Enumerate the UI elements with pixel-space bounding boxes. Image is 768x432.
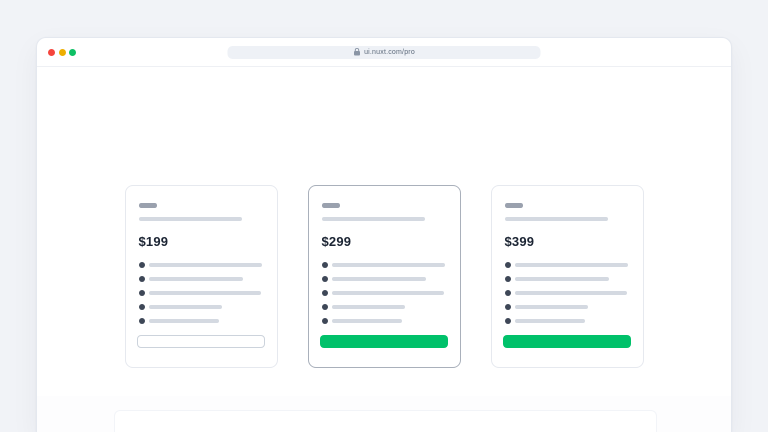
plan-description-placeholder [138, 216, 242, 221]
feature-item [138, 300, 264, 314]
feature-bullet-icon [138, 275, 145, 283]
plan-description-placeholder [321, 216, 425, 221]
price-label: $199 [138, 234, 169, 249]
pricing-card-tier-1: $199 [124, 185, 278, 368]
feature-bullet-icon [504, 303, 511, 311]
feature-bullet-icon [138, 261, 145, 269]
close-window-icon[interactable] [48, 48, 55, 56]
feature-text-placeholder [514, 262, 628, 268]
feature-bullet-icon [138, 317, 145, 325]
plan-name-placeholder [321, 203, 340, 208]
page-content: $199 $299 $399 [37, 66, 731, 432]
feature-text-placeholder [514, 304, 588, 310]
feature-text-placeholder [148, 290, 261, 296]
feature-item [321, 286, 447, 300]
feature-text-placeholder [148, 304, 222, 310]
cta-button[interactable] [320, 335, 448, 348]
feature-text-placeholder [514, 276, 609, 282]
cta-button[interactable] [137, 335, 265, 348]
feature-bullet-icon [138, 303, 145, 311]
feature-text-placeholder [148, 262, 262, 268]
url-text: ui.nuxt.com/pro [364, 48, 415, 56]
plan-name-placeholder [138, 203, 157, 208]
feature-text-placeholder [514, 290, 627, 296]
lock-icon [353, 48, 360, 56]
feature-bullet-icon [138, 289, 145, 297]
feature-bullet-icon [504, 289, 511, 297]
price-label: $399 [504, 234, 535, 249]
browser-window: ui.nuxt.com/pro $199 $299 [36, 37, 732, 432]
feature-bullet-icon [321, 289, 328, 297]
feature-item [138, 314, 264, 328]
pricing-cards-row: $199 $299 $399 [37, 185, 731, 368]
feature-item [321, 272, 447, 286]
feature-item [504, 300, 630, 314]
maximize-window-icon[interactable] [69, 48, 76, 56]
feature-text-placeholder [331, 318, 402, 324]
feature-text-placeholder [331, 290, 444, 296]
plan-description-placeholder [504, 216, 608, 221]
feature-bullet-icon [321, 261, 328, 269]
price-label: $299 [321, 234, 352, 249]
feature-item [321, 300, 447, 314]
feature-bullet-icon [321, 275, 328, 283]
address-bar[interactable]: ui.nuxt.com/pro [227, 45, 541, 59]
feature-list [504, 258, 630, 328]
feature-text-placeholder [148, 318, 219, 324]
feature-item [138, 286, 264, 300]
plan-name-placeholder [504, 203, 523, 208]
minimize-window-icon[interactable] [58, 48, 66, 56]
feature-bullet-icon [504, 261, 511, 269]
pricing-card-tier-3: $399 [490, 185, 644, 368]
pricing-card-tier-2: $299 [307, 185, 461, 368]
feature-bullet-icon [504, 317, 511, 325]
feature-text-placeholder [331, 276, 426, 282]
feature-item [504, 258, 630, 272]
feature-item [138, 258, 264, 272]
feature-bullet-icon [321, 317, 328, 325]
feature-bullet-icon [321, 303, 328, 311]
feature-text-placeholder [331, 304, 405, 310]
feature-item [504, 314, 630, 328]
traffic-lights [48, 48, 76, 56]
feature-list [138, 258, 264, 328]
feature-bullet-icon [504, 275, 511, 283]
cta-button[interactable] [503, 335, 631, 348]
feature-text-placeholder [331, 262, 445, 268]
browser-toolbar: ui.nuxt.com/pro [37, 38, 731, 67]
feature-item [138, 272, 264, 286]
lower-section-panel [114, 410, 657, 432]
feature-item [504, 286, 630, 300]
feature-item [321, 258, 447, 272]
feature-text-placeholder [148, 276, 243, 282]
feature-list [321, 258, 447, 328]
feature-item [321, 314, 447, 328]
feature-item [504, 272, 630, 286]
feature-text-placeholder [514, 318, 585, 324]
